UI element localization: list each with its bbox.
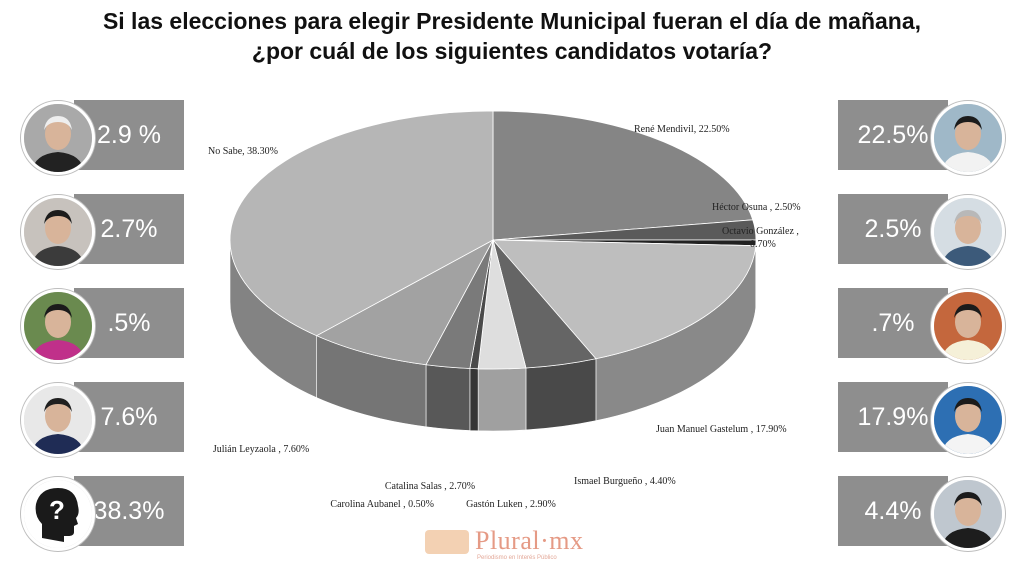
- footer-logo: Plural·mx Periodismo en Interés Público: [425, 526, 625, 562]
- slice-data-label: Carolina Aubanel , 0.50%: [330, 499, 434, 510]
- pie-slice: [315, 239, 494, 366]
- man-grey-hair-icon: [931, 195, 1005, 269]
- candidate-percentage: .7%: [838, 288, 948, 358]
- right-candidate-card: 22.5%: [838, 96, 1008, 175]
- right-candidate-card: .7%: [838, 284, 1008, 363]
- man-smiling-icon: [931, 101, 1005, 175]
- man-white-hair-icon: [21, 101, 95, 175]
- right-candidate-card: 4.4%: [838, 472, 1008, 551]
- left-candidate-card: 7.6%: [16, 378, 186, 457]
- right-candidate-card: 2.5%: [838, 190, 1008, 269]
- chart-title: Si las elecciones para elegir Presidente…: [0, 6, 1024, 66]
- woman-dark-hair-icon: [21, 195, 95, 269]
- man-dark-suit-icon: [931, 477, 1005, 551]
- slice-data-label: Gastón Luken , 2.90%: [466, 499, 556, 510]
- pie-slice-side: [525, 358, 597, 431]
- left-candidate-card: 38.3%?: [16, 472, 186, 551]
- pie-slice-side: [477, 367, 527, 432]
- woman-magenta-jacket-icon: [21, 289, 95, 363]
- slice-data-label: Ismael Burgueño , 4.40%: [574, 476, 676, 487]
- pie-slice: [492, 239, 757, 360]
- slice-data-label: Catalina Salas , 2.70%: [385, 481, 475, 492]
- candidate-percentage: 38.3%: [74, 476, 184, 546]
- title-line-1: Si las elecciones para elegir Presidente…: [102, 8, 922, 34]
- slice-data-label: René Mendivil, 22.50%: [634, 124, 730, 135]
- slice-data-label: Julián Leyzaola , 7.60%: [213, 444, 309, 455]
- slice-data-label: Octavio González , 0.70%: [722, 226, 799, 250]
- candidate-percentage: 22.5%: [838, 100, 948, 170]
- question-head-icon: ?: [21, 477, 95, 551]
- left-candidate-card: .5%: [16, 284, 186, 363]
- plural-logo-icon: [425, 530, 469, 554]
- pie-slice-side: [469, 368, 479, 432]
- pie-slice: [492, 110, 754, 241]
- man-suit-logo-icon: [21, 383, 95, 457]
- right-candidate-card: 17.9%: [838, 378, 1008, 457]
- man-yellow-shirt-icon: [931, 289, 1005, 363]
- candidate-percentage: 2.5%: [838, 194, 948, 264]
- slice-data-label: Juan Manuel Gastelum , 17.90%: [656, 424, 787, 435]
- left-candidate-card: 2.9 %: [16, 96, 186, 175]
- candidate-percentage: 4.4%: [838, 476, 948, 546]
- pie-slice-side: [425, 364, 471, 431]
- slice-data-label: No Sabe, 38.30%: [208, 146, 278, 157]
- left-candidate-card: 2.7%: [16, 190, 186, 269]
- man-blue-background-icon: [931, 383, 1005, 457]
- candidate-percentage: 17.9%: [838, 382, 948, 452]
- pie-slice: [229, 110, 494, 337]
- svg-text:?: ?: [49, 495, 65, 525]
- title-line-2: ¿por cuál de los siguientes candidatos v…: [251, 38, 773, 64]
- slice-data-label: Héctor Osuna , 2.50%: [712, 202, 801, 213]
- brand-tagline: Periodismo en Interés Público: [477, 555, 557, 561]
- pie-slices: [229, 110, 757, 370]
- brand-name: Plural·mx: [475, 526, 584, 555]
